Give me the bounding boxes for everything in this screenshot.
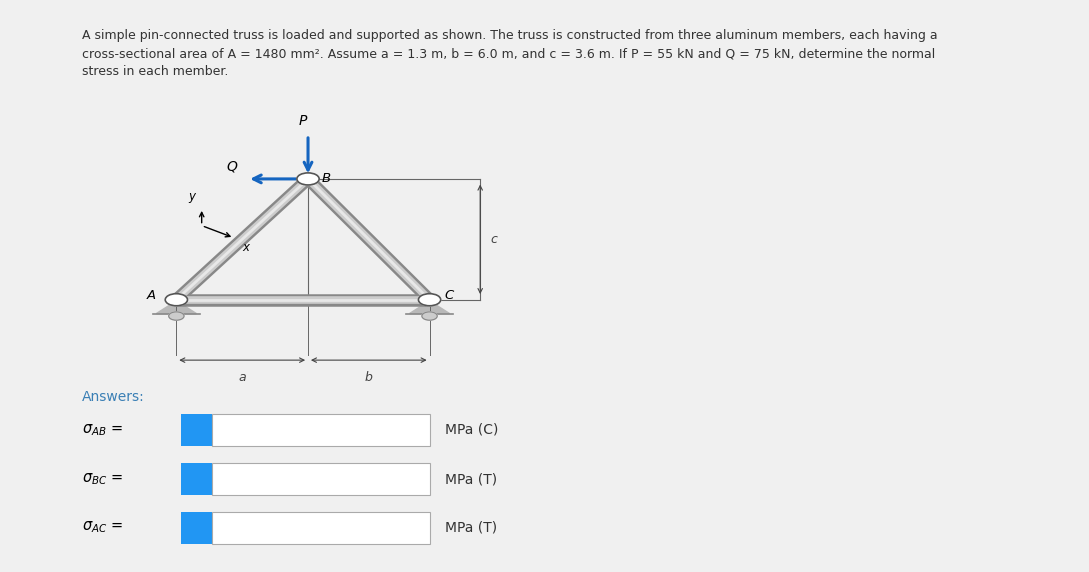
Circle shape bbox=[169, 312, 184, 320]
Text: x: x bbox=[242, 241, 249, 253]
Text: stress in each member.: stress in each member. bbox=[82, 65, 229, 78]
Circle shape bbox=[166, 293, 187, 306]
FancyBboxPatch shape bbox=[182, 463, 212, 495]
Text: a: a bbox=[238, 371, 246, 384]
Text: MPa (T): MPa (T) bbox=[444, 472, 497, 486]
Text: i: i bbox=[194, 423, 199, 437]
FancyBboxPatch shape bbox=[212, 463, 429, 495]
Text: b: b bbox=[365, 371, 372, 384]
Circle shape bbox=[421, 312, 437, 320]
Circle shape bbox=[418, 293, 441, 306]
Text: $\sigma_{BC}$ =: $\sigma_{BC}$ = bbox=[82, 471, 123, 487]
Text: Q: Q bbox=[227, 160, 237, 173]
Polygon shape bbox=[157, 301, 196, 313]
Text: $\sigma_{AB}$ =: $\sigma_{AB}$ = bbox=[82, 422, 123, 438]
Text: B: B bbox=[321, 172, 330, 185]
Text: MPa (T): MPa (T) bbox=[444, 521, 497, 535]
Text: A simple pin-connected truss is loaded and supported as shown. The truss is cons: A simple pin-connected truss is loaded a… bbox=[82, 29, 938, 42]
Text: Answers:: Answers: bbox=[82, 390, 145, 404]
Text: A: A bbox=[147, 289, 156, 302]
Text: cross-sectional area of A = 1480 mm². Assume a = 1.3 m, b = 6.0 m, and c = 3.6 m: cross-sectional area of A = 1480 mm². As… bbox=[82, 47, 935, 60]
Text: i: i bbox=[194, 472, 199, 486]
Text: y: y bbox=[188, 189, 195, 202]
FancyBboxPatch shape bbox=[182, 414, 212, 446]
FancyBboxPatch shape bbox=[212, 414, 429, 446]
FancyBboxPatch shape bbox=[182, 512, 212, 543]
Circle shape bbox=[297, 173, 319, 185]
Text: $\sigma_{AC}$ =: $\sigma_{AC}$ = bbox=[82, 520, 123, 535]
Text: P: P bbox=[298, 114, 307, 128]
Polygon shape bbox=[409, 301, 450, 313]
Text: i: i bbox=[194, 521, 199, 535]
Text: C: C bbox=[444, 289, 454, 302]
Text: MPa (C): MPa (C) bbox=[444, 423, 498, 437]
Text: c: c bbox=[490, 233, 498, 246]
FancyBboxPatch shape bbox=[212, 512, 429, 543]
